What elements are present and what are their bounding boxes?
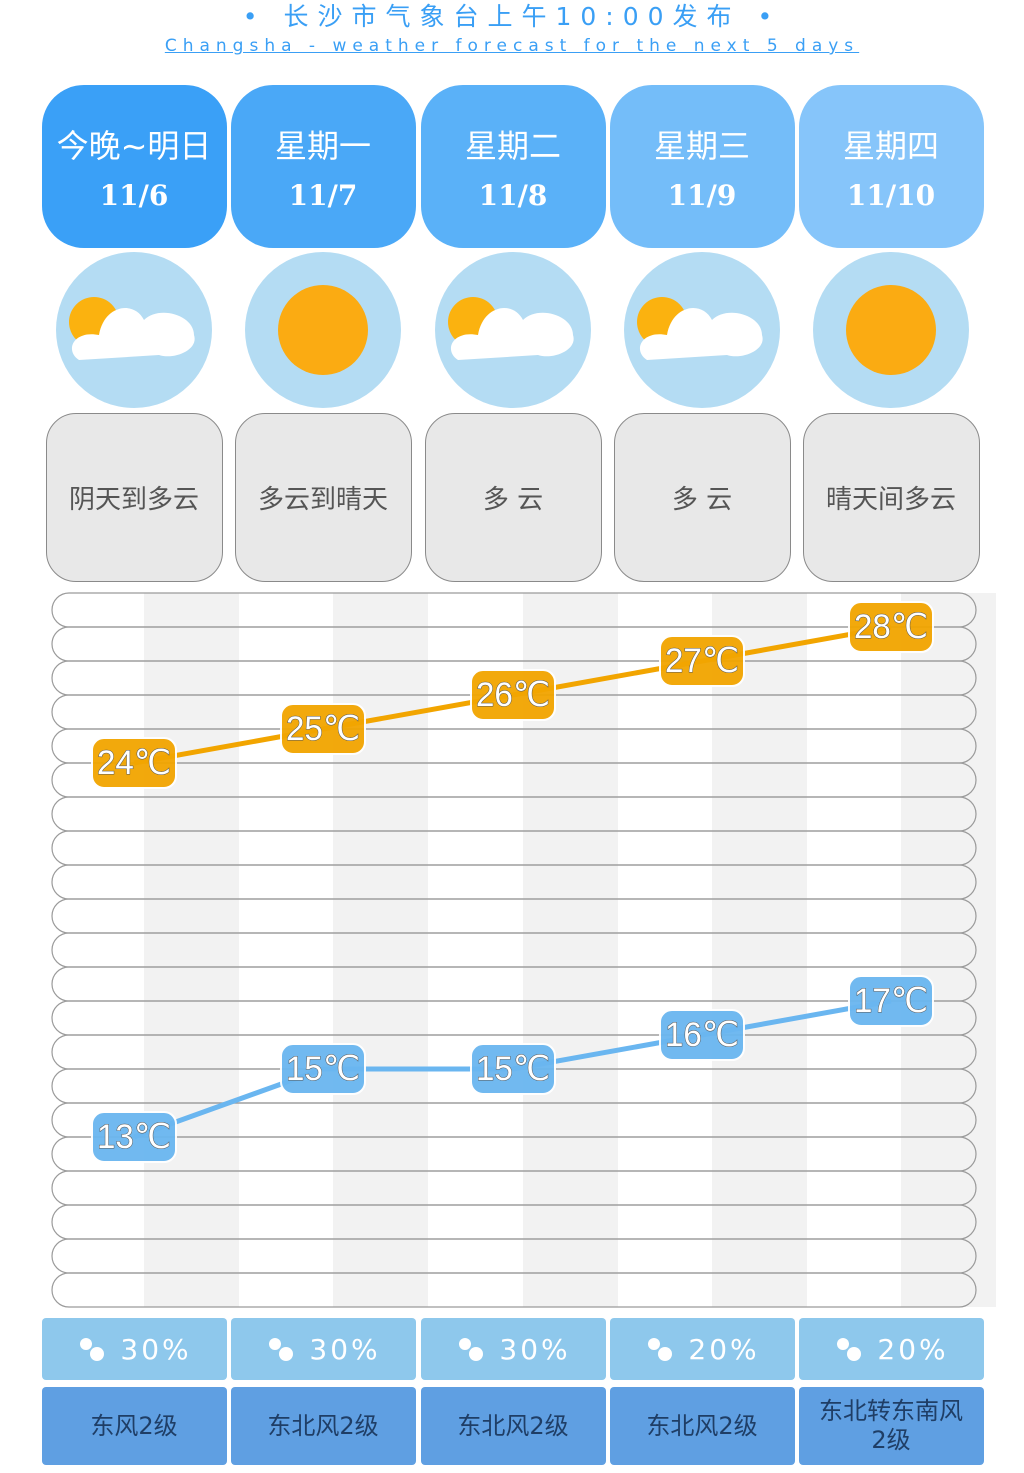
precip: 30% [41, 1318, 227, 1380]
temp-point [848, 975, 934, 1027]
day-card: 星期四 11/10 [798, 85, 984, 248]
sunny-icon [813, 252, 969, 408]
stripe [51, 1000, 977, 1036]
stripe [51, 694, 977, 730]
subtitle: Changsha - weather forecast for the next… [164, 36, 860, 56]
stripe [51, 660, 977, 696]
wind: 东北风2级 [230, 1387, 416, 1465]
stripe [51, 762, 977, 798]
weather-text: 阴天到多云 [45, 413, 223, 582]
day-name: 星期二 [464, 127, 561, 165]
day-name: 星期一 [274, 127, 371, 165]
precip: 30% [230, 1318, 416, 1380]
stripe [51, 728, 977, 764]
temp-point [659, 1009, 745, 1061]
temp-point [280, 703, 366, 755]
stripe [51, 1170, 977, 1206]
weather-text: 多 云 [613, 413, 791, 582]
stripe [51, 1102, 977, 1138]
stripe [51, 1068, 977, 1104]
stripe [51, 864, 977, 900]
stripe [51, 592, 977, 628]
day-date: 11/10 [846, 179, 936, 212]
partly-cloudy-icon [624, 252, 780, 408]
stripe [51, 796, 977, 832]
day-card: 今晚~明日 11/6 [41, 85, 227, 248]
stripe [51, 966, 977, 1002]
title: • 长沙市气象台上午10:00发布 • [242, 2, 782, 31]
column-shade [144, 593, 239, 1307]
drop-icon [269, 1338, 294, 1361]
precip: 20% [798, 1318, 984, 1380]
temp-point [91, 1111, 177, 1163]
column-shade [712, 593, 807, 1307]
temp-label: 24℃ [97, 744, 171, 782]
stripe [51, 830, 977, 866]
wind: 东北风2级 [609, 1387, 795, 1465]
precip: 30% [420, 1318, 606, 1380]
weather-text: 多云到晴天 [234, 413, 412, 582]
stripe [51, 1204, 977, 1240]
stripe [51, 1238, 977, 1274]
plot-background [51, 592, 996, 1308]
temp-point [659, 635, 745, 687]
wind: 东北转东南风2级 [798, 1387, 984, 1465]
stripe [51, 1272, 977, 1308]
wind: 东北风2级 [420, 1387, 606, 1465]
day-card: 星期二 11/8 [420, 85, 606, 248]
precip-value: 30% [120, 1332, 192, 1366]
day-name: 星期三 [653, 127, 750, 165]
temp-label: 25℃ [286, 710, 360, 748]
stripe [51, 932, 977, 968]
weather-text: 多 云 [424, 413, 602, 582]
sunny-icon [245, 252, 401, 408]
drop-icon [648, 1338, 673, 1361]
temp-label: 16℃ [665, 1016, 739, 1054]
temp-label: 17℃ [854, 982, 928, 1020]
temp-point [470, 669, 556, 721]
stripe [51, 626, 977, 662]
day-card: 星期一 11/7 [230, 85, 416, 248]
column-shade [901, 593, 996, 1307]
stripe [51, 1136, 977, 1172]
day-date: 11/7 [288, 179, 358, 212]
drop-icon [837, 1338, 862, 1361]
stripe [51, 898, 977, 934]
temp-label: 15℃ [476, 1050, 550, 1088]
day-card: 星期三 11/9 [609, 85, 795, 248]
temp-point [280, 1043, 366, 1095]
column-shade [523, 593, 618, 1307]
precip-value: 30% [499, 1332, 571, 1366]
wind: 东风2级 [41, 1387, 227, 1465]
day-name: 星期四 [842, 127, 939, 165]
precip-value: 20% [688, 1332, 760, 1366]
precip: 20% [609, 1318, 795, 1380]
temp-point [470, 1043, 556, 1095]
precip-value: 30% [309, 1332, 381, 1366]
day-name: 今晚~明日 [56, 127, 212, 165]
weather-text: 晴天间多云 [802, 413, 980, 582]
drop-icon [80, 1338, 105, 1361]
day-date: 11/6 [99, 179, 169, 212]
temp-line [133, 624, 892, 766]
column-shade [333, 593, 428, 1307]
icons [56, 252, 969, 408]
stripe [51, 1034, 977, 1070]
temp-label: 15℃ [286, 1050, 360, 1088]
drop-icon [459, 1338, 484, 1361]
temp-point [91, 737, 177, 789]
day-date: 11/8 [478, 179, 548, 212]
partly-cloudy-icon [56, 252, 212, 408]
temp-label: 27℃ [665, 642, 739, 680]
precip-value: 20% [877, 1332, 949, 1366]
temp-label: 13℃ [97, 1118, 171, 1156]
temp-label: 28℃ [854, 608, 928, 646]
partly-cloudy-icon [435, 252, 591, 408]
temp-point [848, 601, 934, 653]
temp-line [133, 998, 892, 1140]
temp-label: 26℃ [476, 676, 550, 714]
day-date: 11/9 [667, 179, 737, 212]
